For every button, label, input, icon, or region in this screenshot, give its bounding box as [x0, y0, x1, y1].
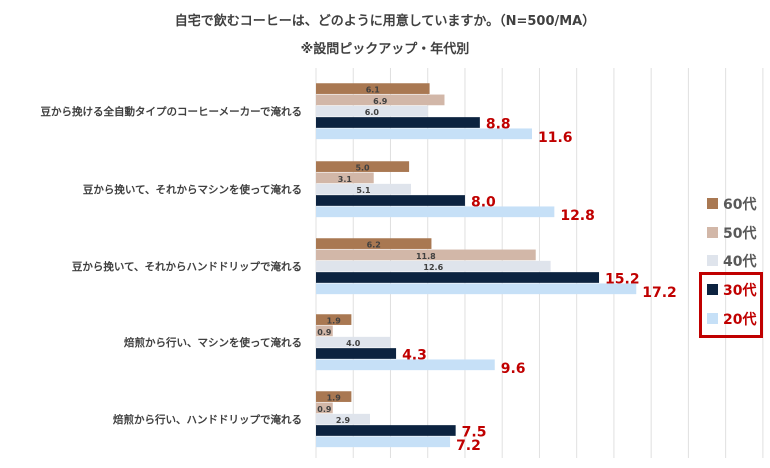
- legend-highlight-box: [699, 272, 763, 338]
- data-label: 7.5: [462, 424, 487, 440]
- bar: [316, 128, 532, 140]
- legend-swatch: [707, 313, 718, 324]
- data-label: 1.9: [327, 394, 342, 403]
- data-label: 11.8: [416, 252, 436, 261]
- bar: [316, 425, 456, 436]
- legend-label: 30代: [723, 282, 756, 299]
- data-label: 3.1: [338, 175, 353, 184]
- category-label: 豆から挽ける全自動タイプのコーヒーメーカーで淹れる: [41, 105, 302, 118]
- bar: [316, 359, 495, 371]
- chart-title: 自宅で飲むコーヒーは、どのように用意していますか。（N=500/MA）: [174, 14, 596, 29]
- legend-swatch: [707, 227, 718, 238]
- data-label: 9.6: [501, 361, 526, 377]
- legend-swatch: [707, 198, 718, 209]
- bar: [316, 105, 428, 117]
- bar: [316, 172, 374, 184]
- bar: [316, 83, 430, 94]
- bar: [316, 348, 397, 359]
- bar: [316, 161, 410, 172]
- data-label: 0.9: [317, 405, 332, 414]
- bar: [316, 238, 432, 249]
- category-label: 焙煎から行い、ハンドドリップで淹れる: [113, 413, 302, 426]
- data-label: 6.0: [365, 108, 380, 117]
- data-label: 6.1: [366, 86, 381, 95]
- data-label: 5.0: [355, 164, 370, 173]
- bar: [316, 336, 391, 348]
- bar: [316, 314, 352, 325]
- bar: [316, 94, 445, 106]
- bar: [316, 183, 411, 195]
- category-label: 豆から挽いて、それからハンドドリップで淹れる: [72, 260, 302, 273]
- bar: [316, 402, 333, 414]
- data-label: 4.0: [346, 339, 361, 348]
- data-label: 7.2: [456, 438, 481, 454]
- bar: [316, 195, 465, 206]
- bar: [316, 272, 600, 283]
- chart-subtitle: ※設問ピックアップ・年代別: [300, 42, 470, 57]
- data-label: 0.9: [317, 328, 332, 337]
- data-label: 12.6: [423, 263, 443, 272]
- legend-swatch: [707, 255, 718, 266]
- data-label: 6.9: [373, 97, 388, 106]
- bar: [316, 260, 551, 272]
- bar: [316, 391, 352, 402]
- category-label: 豆から挽いて、それからマシンを使って淹れる: [83, 183, 302, 196]
- legend-label: 50代: [723, 225, 756, 242]
- bar: [316, 436, 451, 448]
- bar: [316, 325, 333, 337]
- bar: [316, 413, 370, 425]
- data-label: 5.1: [356, 186, 371, 195]
- data-label: 12.8: [560, 208, 595, 224]
- data-label: 17.2: [642, 285, 677, 301]
- category-label: 焙煎から行い、マシンを使って淹れる: [124, 336, 302, 349]
- data-label: 11.6: [538, 130, 573, 146]
- bar: [316, 117, 480, 128]
- legend-label: 60代: [723, 196, 756, 213]
- legend-label: 40代: [723, 253, 756, 270]
- data-label: 1.9: [327, 317, 342, 326]
- legend-swatch: [707, 284, 718, 295]
- bar: [316, 249, 536, 261]
- data-label: 6.2: [367, 241, 381, 250]
- legend-label: 20代: [723, 311, 756, 328]
- bar: [316, 206, 555, 218]
- bar: [316, 283, 637, 295]
- data-label: 2.9: [336, 416, 351, 425]
